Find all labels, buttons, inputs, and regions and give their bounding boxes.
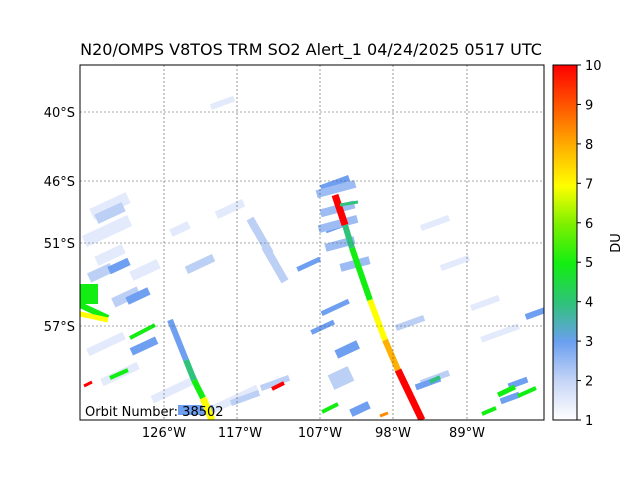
colorbar-tick-label: 9 xyxy=(585,98,593,113)
colorbar-tick-label: 3 xyxy=(585,335,593,350)
map-gridlines xyxy=(80,65,544,420)
colorbar-ticks: 1 2 3 4 5 6 7 8 9 10 xyxy=(577,59,602,429)
main-so2-plume xyxy=(331,193,426,420)
colorbar-label: DU xyxy=(609,233,624,253)
so2-retrievals xyxy=(80,95,544,420)
lat-tick-label: 40°S xyxy=(44,106,75,121)
lat-tick-label: 51°S xyxy=(44,237,75,252)
colorbar-tick-label: 1 xyxy=(585,414,593,429)
lon-tick-label: 89°W xyxy=(449,426,485,441)
colorbar-tick-label: 4 xyxy=(585,296,593,311)
colorbar xyxy=(552,64,578,421)
lon-tick-labels: 126°W 117°W 107°W 98°W 89°W xyxy=(142,426,485,441)
lat-tick-label: 57°S xyxy=(44,320,75,335)
lat-tick-labels: 40°S 46°S 51°S 57°S xyxy=(44,106,75,335)
colorbar-tick-label: 5 xyxy=(585,256,593,271)
lon-tick-label: 126°W xyxy=(142,426,186,441)
orbit-number-label: Orbit Number: 38502 xyxy=(85,405,224,420)
map-frame xyxy=(79,64,545,421)
colorbar-tick-label: 7 xyxy=(585,177,593,192)
secondary-so2-plume xyxy=(167,318,216,420)
map-area xyxy=(80,65,544,420)
colorbar-tick-label: 6 xyxy=(585,217,593,232)
colorbar-tick-label: 10 xyxy=(585,59,602,74)
lon-tick-label: 107°W xyxy=(298,426,342,441)
background-pixels-mid xyxy=(87,202,451,406)
lon-tick-label: 98°W xyxy=(375,426,411,441)
background-pixels-left xyxy=(81,95,520,414)
figure-title: N20/OMPS V8TOS TRM SO2 Alert_1 04/24/202… xyxy=(80,40,542,59)
lon-tick-label: 117°W xyxy=(218,426,262,441)
lat-tick-label: 46°S xyxy=(44,175,75,190)
left-edge-plume xyxy=(80,284,156,388)
colorbar-tick-label: 8 xyxy=(585,138,593,153)
scattered-features xyxy=(271,200,537,418)
colorbar-tick-label: 2 xyxy=(585,375,593,390)
